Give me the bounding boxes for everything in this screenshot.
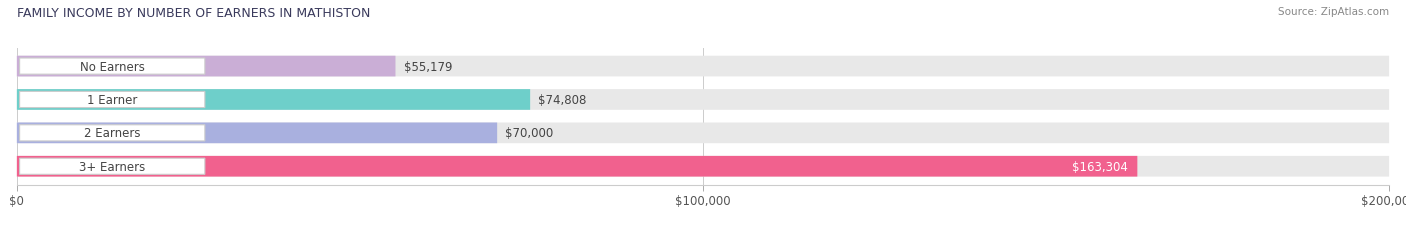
FancyBboxPatch shape bbox=[20, 59, 205, 75]
FancyBboxPatch shape bbox=[17, 57, 1389, 77]
Text: $74,808: $74,808 bbox=[538, 94, 586, 106]
Text: 2 Earners: 2 Earners bbox=[84, 127, 141, 140]
FancyBboxPatch shape bbox=[20, 125, 205, 141]
Text: Source: ZipAtlas.com: Source: ZipAtlas.com bbox=[1278, 7, 1389, 17]
FancyBboxPatch shape bbox=[17, 123, 498, 144]
Text: $163,304: $163,304 bbox=[1071, 160, 1128, 173]
FancyBboxPatch shape bbox=[17, 156, 1389, 177]
FancyBboxPatch shape bbox=[17, 123, 1389, 144]
Text: FAMILY INCOME BY NUMBER OF EARNERS IN MATHISTON: FAMILY INCOME BY NUMBER OF EARNERS IN MA… bbox=[17, 7, 370, 20]
FancyBboxPatch shape bbox=[17, 90, 530, 110]
Text: 1 Earner: 1 Earner bbox=[87, 94, 138, 106]
FancyBboxPatch shape bbox=[20, 158, 205, 175]
Text: 3+ Earners: 3+ Earners bbox=[79, 160, 145, 173]
FancyBboxPatch shape bbox=[17, 90, 1389, 110]
Text: No Earners: No Earners bbox=[80, 60, 145, 73]
Text: $70,000: $70,000 bbox=[505, 127, 554, 140]
FancyBboxPatch shape bbox=[17, 156, 1137, 177]
Text: $55,179: $55,179 bbox=[404, 60, 453, 73]
FancyBboxPatch shape bbox=[17, 57, 395, 77]
FancyBboxPatch shape bbox=[20, 92, 205, 108]
